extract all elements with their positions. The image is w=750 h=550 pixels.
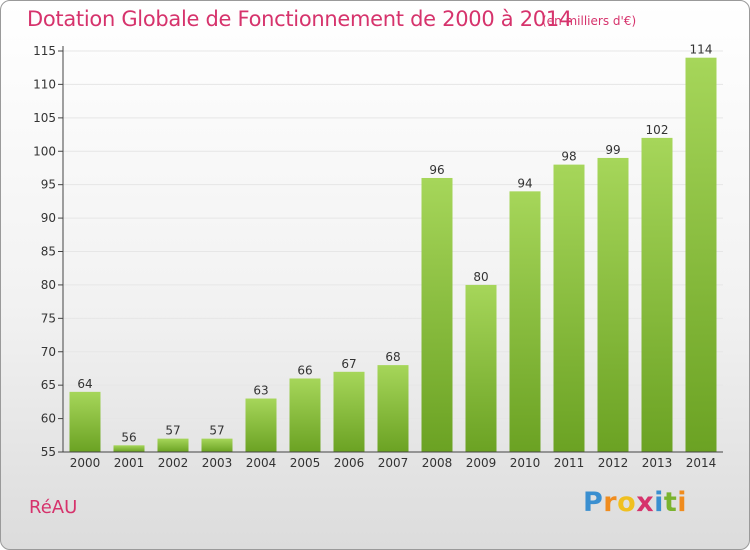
data-label-2003: 57 bbox=[209, 424, 224, 438]
bar-2010 bbox=[509, 191, 541, 452]
data-label-2002: 57 bbox=[165, 424, 180, 438]
x-tick-label-2011: 2011 bbox=[554, 456, 585, 470]
bar-2012 bbox=[597, 157, 629, 452]
data-label-2009: 80 bbox=[473, 270, 488, 284]
logo-letter: i bbox=[677, 487, 688, 518]
logo-letter: x bbox=[636, 487, 655, 518]
data-label-2001: 56 bbox=[121, 430, 136, 444]
data-label-2008: 96 bbox=[429, 163, 444, 177]
commune-name: RéAU bbox=[29, 497, 78, 518]
bars bbox=[69, 57, 717, 452]
data-label-2014: 114 bbox=[690, 43, 713, 57]
bar-2011 bbox=[553, 164, 585, 452]
logo-letter: t bbox=[663, 487, 678, 518]
logo-letter: i bbox=[654, 487, 664, 518]
data-label-2013: 102 bbox=[646, 123, 669, 137]
y-tick-label: 65 bbox=[41, 378, 56, 392]
data-label-2012: 99 bbox=[605, 143, 620, 157]
bar-2009 bbox=[465, 284, 497, 452]
bar-2007 bbox=[377, 365, 409, 452]
y-tick-label: 60 bbox=[41, 412, 56, 426]
data-label-2007: 68 bbox=[385, 350, 400, 364]
x-tick-label-2003: 2003 bbox=[202, 456, 233, 470]
y-tick-label: 55 bbox=[41, 445, 56, 459]
x-tick-label-2014: 2014 bbox=[686, 456, 717, 470]
bar-2002 bbox=[157, 438, 189, 452]
x-tick-label-2001: 2001 bbox=[114, 456, 145, 470]
logo-letter: r bbox=[603, 487, 618, 518]
data-labels: 64 56 57 57 63 66 67 68 96 80 94 98 99 102 114 bbox=[77, 43, 712, 445]
y-tick-label: 110 bbox=[33, 77, 56, 91]
x-tick-label-2013: 2013 bbox=[642, 456, 673, 470]
bar-2005 bbox=[289, 378, 321, 452]
data-label-2011: 98 bbox=[561, 150, 576, 164]
bar-2006 bbox=[333, 371, 365, 452]
bar-2013 bbox=[641, 137, 673, 452]
x-tick-label-2009: 2009 bbox=[466, 456, 497, 470]
bar-2000 bbox=[69, 391, 101, 452]
bar-2014 bbox=[685, 57, 717, 452]
y-tick-label: 115 bbox=[33, 44, 56, 58]
y-tick-label: 90 bbox=[41, 211, 56, 225]
y-tick-label: 100 bbox=[33, 144, 56, 158]
bar-2001 bbox=[113, 445, 145, 452]
bar-2004 bbox=[245, 398, 277, 452]
data-label-2006: 67 bbox=[341, 357, 356, 371]
y-tick-label: 85 bbox=[41, 245, 56, 259]
y-tick-label: 95 bbox=[41, 178, 56, 192]
axes: 55 60 65 70 75 80 85 90 95 100 105 110 115 2000 2001 20… bbox=[33, 44, 723, 470]
x-tick-label-2012: 2012 bbox=[598, 456, 629, 470]
logo-letter: o bbox=[617, 487, 637, 518]
y-tick-label: 105 bbox=[33, 111, 56, 125]
data-label-2004: 63 bbox=[253, 384, 268, 398]
bar-2008 bbox=[421, 177, 453, 452]
x-tick-label-2000: 2000 bbox=[70, 456, 101, 470]
chart-unit: (en milliers d'€) bbox=[542, 14, 637, 28]
data-label-2005: 66 bbox=[297, 363, 312, 377]
x-tick-label-2008: 2008 bbox=[422, 456, 453, 470]
y-tick-label: 75 bbox=[41, 311, 56, 325]
logo-letter: P bbox=[583, 487, 604, 518]
y-tick-label: 70 bbox=[41, 345, 56, 359]
bar-chart: 64 56 57 57 63 66 67 68 96 80 94 98 99 102 114 55 60 65 7… bbox=[33, 43, 723, 470]
chart-title: Dotation Globale de Fonctionnement de 20… bbox=[27, 7, 572, 31]
data-label-2000: 64 bbox=[77, 377, 92, 391]
x-tick-label-2007: 2007 bbox=[378, 456, 409, 470]
x-tick-label-2010: 2010 bbox=[510, 456, 541, 470]
x-tick-label-2006: 2006 bbox=[334, 456, 365, 470]
y-tick-label: 80 bbox=[41, 278, 56, 292]
bar-2003 bbox=[201, 438, 233, 452]
x-tick-label-2002: 2002 bbox=[158, 456, 189, 470]
x-tick-label-2005: 2005 bbox=[290, 456, 321, 470]
x-tick-label-2004: 2004 bbox=[246, 456, 277, 470]
data-label-2010: 94 bbox=[517, 176, 532, 190]
proxiti-logo: Proxiti bbox=[583, 487, 687, 518]
